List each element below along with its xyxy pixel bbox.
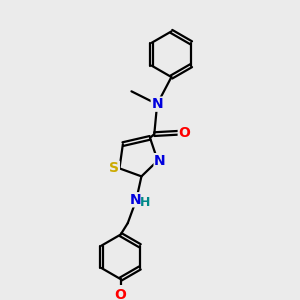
Text: N: N: [130, 193, 141, 207]
Text: S: S: [109, 161, 119, 176]
Text: O: O: [115, 288, 127, 300]
Text: N: N: [151, 97, 163, 111]
Text: O: O: [178, 126, 190, 140]
Text: H: H: [140, 196, 150, 209]
Text: N: N: [154, 154, 166, 168]
